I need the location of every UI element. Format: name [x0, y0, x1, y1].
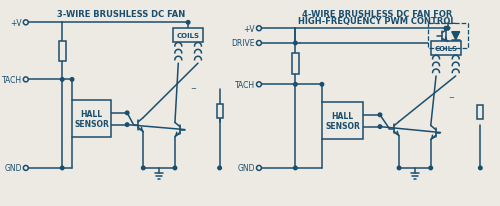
- Text: +V: +V: [244, 25, 255, 34]
- Circle shape: [60, 78, 64, 82]
- Circle shape: [126, 123, 129, 127]
- Bar: [428, 24, 468, 49]
- Circle shape: [142, 166, 145, 170]
- Bar: [72, 101, 112, 138]
- Circle shape: [126, 111, 129, 115]
- Text: TACH: TACH: [235, 80, 255, 89]
- Circle shape: [444, 27, 448, 31]
- Circle shape: [256, 166, 262, 171]
- Text: TACH: TACH: [2, 76, 22, 84]
- Bar: [478, 106, 484, 119]
- Circle shape: [256, 41, 262, 46]
- Circle shape: [378, 125, 382, 129]
- Text: COILS: COILS: [434, 46, 458, 52]
- Circle shape: [446, 27, 450, 31]
- Polygon shape: [452, 33, 460, 40]
- Bar: [59, 42, 66, 61]
- Text: GND: GND: [4, 164, 22, 173]
- Circle shape: [256, 27, 262, 32]
- Bar: [292, 54, 299, 75]
- Text: HALL: HALL: [332, 112, 353, 121]
- Circle shape: [173, 166, 176, 170]
- Text: SENSOR: SENSOR: [325, 122, 360, 130]
- Bar: [174, 29, 203, 43]
- Text: GND: GND: [238, 164, 255, 173]
- Circle shape: [294, 83, 297, 87]
- Circle shape: [294, 166, 297, 170]
- Text: COILS: COILS: [176, 33, 200, 39]
- Text: −: −: [448, 94, 454, 100]
- Circle shape: [256, 82, 262, 87]
- Circle shape: [478, 166, 482, 170]
- Bar: [431, 41, 460, 56]
- Bar: [216, 104, 222, 118]
- Circle shape: [24, 166, 28, 171]
- Circle shape: [70, 78, 74, 82]
- Circle shape: [320, 83, 324, 87]
- Text: HALL: HALL: [80, 110, 103, 119]
- Text: −: −: [190, 86, 196, 92]
- Circle shape: [398, 166, 401, 170]
- Circle shape: [429, 166, 432, 170]
- Text: HIGH-FREQUENCY PWM CONTROL: HIGH-FREQUENCY PWM CONTROL: [298, 17, 456, 26]
- Circle shape: [60, 166, 64, 170]
- Bar: [322, 103, 364, 140]
- Circle shape: [186, 21, 190, 25]
- Circle shape: [378, 114, 382, 117]
- Circle shape: [24, 21, 28, 26]
- Text: DRIVE: DRIVE: [232, 39, 255, 48]
- Text: +V: +V: [10, 19, 22, 28]
- Circle shape: [218, 166, 222, 170]
- Text: 4-WIRE BRUSHLESS DC FAN FOR: 4-WIRE BRUSHLESS DC FAN FOR: [302, 9, 452, 19]
- Circle shape: [294, 42, 297, 46]
- Circle shape: [24, 77, 28, 82]
- Text: 3-WIRE BRUSHLESS DC FAN: 3-WIRE BRUSHLESS DC FAN: [57, 9, 186, 19]
- Text: SENSOR: SENSOR: [74, 119, 109, 129]
